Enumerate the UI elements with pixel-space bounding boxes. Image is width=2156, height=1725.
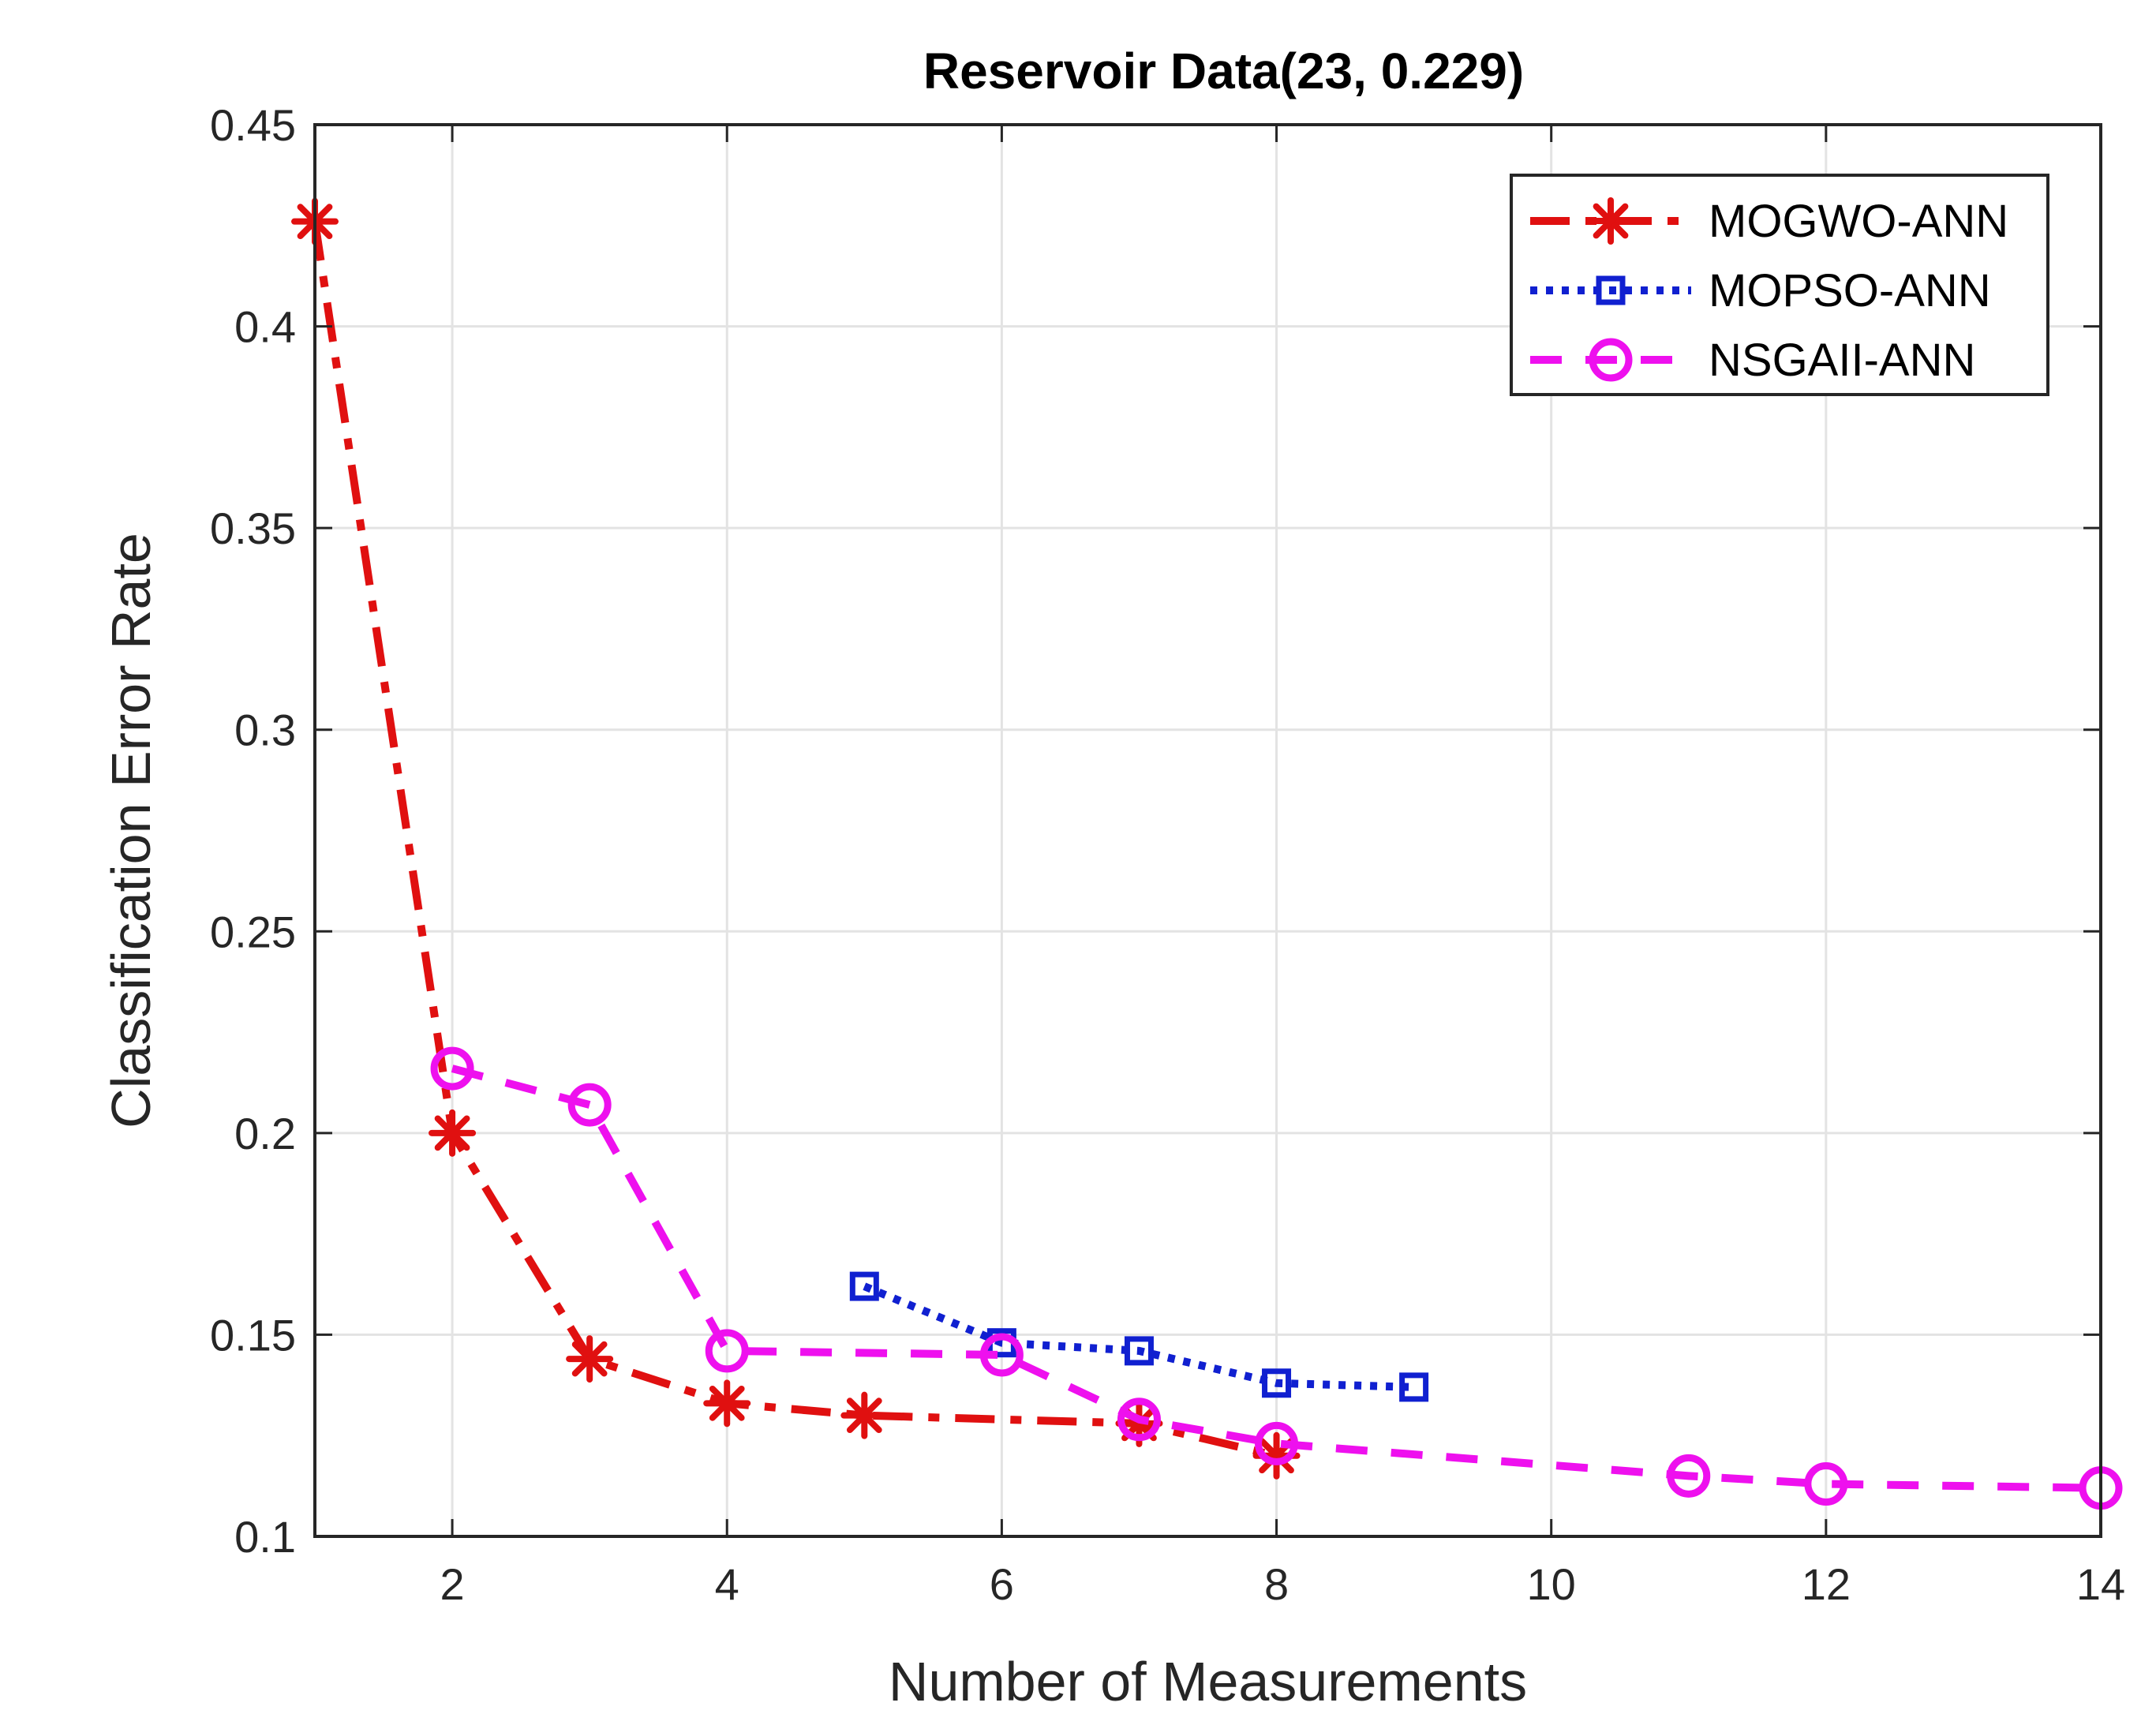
x-tick-label: 6 xyxy=(990,1559,1014,1609)
y-axis-label: Classification Error Rate xyxy=(100,533,162,1128)
x-tick-label: 8 xyxy=(1264,1559,1289,1609)
chart-title: Reservoir Data(23, 0.229) xyxy=(923,43,1524,99)
data-point xyxy=(1255,1421,1299,1465)
data-point xyxy=(429,1109,477,1157)
x-tick-label: 4 xyxy=(715,1559,739,1609)
legend-item: NSGAII-ANN xyxy=(1530,335,1975,386)
data-point xyxy=(430,1046,474,1091)
tick-labels: 2 4 6 8 10 12 14 0.1 0.15 0.2 0.25 0.3 0.35 0.4 0.45 xyxy=(210,100,2125,1609)
data-point xyxy=(703,1379,751,1428)
data-point xyxy=(566,1335,614,1383)
y-tick-label: 0.1 xyxy=(234,1512,296,1562)
data-point xyxy=(1124,1336,1154,1366)
legend-label: NSGAII-ANN xyxy=(1709,335,1975,386)
x-tick-label: 14 xyxy=(2076,1559,2125,1609)
data-point xyxy=(979,1333,1024,1377)
data-point xyxy=(1399,1372,1429,1402)
data-point xyxy=(1804,1462,1848,1506)
series-line xyxy=(863,1282,1414,1391)
series-layer xyxy=(291,197,2123,1510)
data-point xyxy=(1667,1454,1711,1498)
y-tick-label: 0.15 xyxy=(210,1310,296,1360)
data-point xyxy=(567,1083,612,1127)
x-tick-label: 12 xyxy=(1802,1559,1851,1609)
circle-marker xyxy=(1589,338,1633,382)
square-marker xyxy=(1596,275,1626,305)
y-tick-label: 0.2 xyxy=(234,1109,296,1158)
x-tick-label: 2 xyxy=(440,1559,464,1609)
data-point xyxy=(840,1391,889,1439)
legend-label: MOPSO-ANN xyxy=(1709,265,1991,316)
data-point xyxy=(1262,1368,1292,1398)
legend-label: MOGWO-ANN xyxy=(1709,196,2008,247)
axes-frame xyxy=(313,123,2102,1538)
legend-item: MOPSO-ANN xyxy=(1530,265,1991,316)
legend: MOGWO-ANN MOPSO-ANN NSGAII-ANN xyxy=(1510,174,2049,396)
asterisk-marker xyxy=(1587,197,1634,245)
series-line xyxy=(451,1065,2102,1492)
data-point xyxy=(849,1271,879,1301)
y-tick-label: 0.35 xyxy=(210,503,296,553)
data-point xyxy=(1117,1398,1161,1442)
x-tick-label: 10 xyxy=(1527,1559,1576,1609)
y-tick-label: 0.25 xyxy=(210,907,296,956)
y-tick-label: 0.4 xyxy=(234,302,296,352)
x-axis-label: Number of Measurements xyxy=(889,1651,1527,1712)
y-tick-label: 0.45 xyxy=(210,100,296,150)
y-tick-label: 0.3 xyxy=(234,705,296,755)
data-point xyxy=(705,1329,749,1373)
tick-marks xyxy=(315,123,2102,1538)
legend-item: MOGWO-ANN xyxy=(1530,196,2008,247)
